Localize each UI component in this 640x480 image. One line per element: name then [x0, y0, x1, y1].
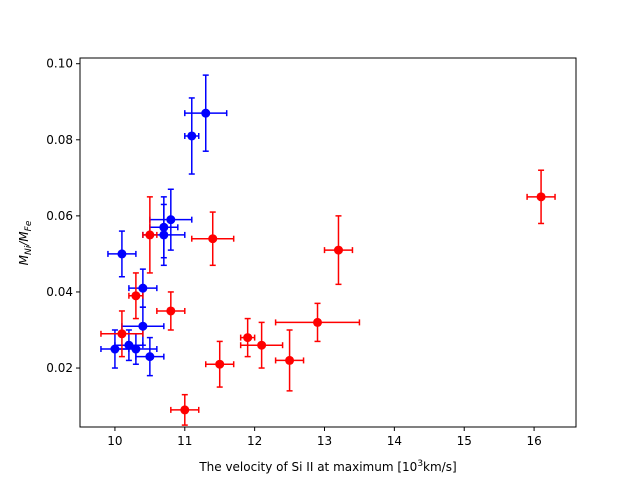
y-tick-label: 0.02: [46, 361, 73, 375]
x-axis-label-superscript: 3: [417, 459, 423, 469]
data-marker: [313, 317, 323, 327]
y-axis-label-sub1: Ni: [24, 245, 34, 255]
data-marker: [208, 234, 218, 244]
data-marker: [333, 245, 343, 255]
data-marker: [215, 359, 225, 369]
y-tick-label: 0.10: [46, 57, 73, 71]
data-marker: [201, 108, 211, 118]
data-marker: [166, 215, 176, 225]
data-marker: [145, 230, 155, 240]
data-point-1-7: [100, 310, 144, 358]
data-point-0-5: [107, 230, 137, 278]
data-point-1-12: [170, 393, 200, 426]
series-1: [100, 169, 556, 426]
x-axis-label-unit: km/s]: [423, 460, 457, 474]
data-point-1-10: [274, 329, 305, 392]
x-tick-label: 10: [107, 434, 122, 448]
data-point-0-1: [184, 97, 200, 175]
data-point-1-8: [239, 317, 256, 358]
data-point-1-2: [191, 211, 235, 267]
data-point-1-3: [323, 215, 354, 286]
y-tick-label: 0.04: [46, 285, 73, 299]
data-marker: [166, 306, 176, 316]
x-tick-label: 15: [457, 434, 472, 448]
data-point-1-0: [526, 169, 556, 225]
y-tick-label: 0.08: [46, 133, 73, 147]
data-marker: [138, 321, 148, 331]
data-point-1-5: [156, 291, 186, 331]
x-axis-label: The velocity of Si II at maximum [103km/…: [198, 459, 456, 474]
data-marker: [117, 249, 127, 259]
x-tick-label: 16: [526, 434, 541, 448]
data-marker: [257, 340, 267, 350]
data-marker: [124, 340, 134, 350]
x-tick-label: 11: [177, 434, 192, 448]
plot-marks: [100, 74, 556, 426]
data-marker: [536, 192, 546, 202]
data-marker: [110, 344, 120, 354]
data-marker: [138, 283, 148, 293]
data-point-1-11: [204, 340, 235, 388]
axes: 10 11 12 13 14 15 16 0.02 0.04 0.06 0.08 0.10: [46, 57, 577, 448]
data-point-1-4: [128, 272, 144, 320]
data-point-0-10: [100, 329, 130, 369]
data-marker: [131, 344, 141, 354]
x-tick-label: 14: [387, 434, 402, 448]
data-marker: [145, 352, 155, 362]
y-axis-label-sub2: Fe: [24, 220, 34, 231]
data-marker: [117, 329, 127, 339]
data-marker: [131, 291, 141, 301]
data-point-0-0: [184, 74, 228, 152]
x-tick-label: 13: [317, 434, 332, 448]
data-marker: [159, 230, 169, 240]
data-marker: [187, 131, 197, 141]
data-point-1-1: [142, 196, 158, 274]
data-point-0-11: [135, 336, 165, 377]
x-axis-label-main: The velocity of Si II at maximum [10: [198, 460, 417, 474]
y-tick-label: 0.06: [46, 209, 73, 223]
plot-frame: [79, 57, 577, 428]
data-marker: [180, 405, 190, 415]
y-axis-label: MNi/MFe: [17, 220, 34, 265]
x-tick-label: 12: [247, 434, 262, 448]
data-point-1-9: [239, 321, 284, 369]
data-point-1-6: [274, 302, 361, 343]
data-marker: [285, 355, 295, 365]
data-marker: [243, 333, 253, 343]
y-axis-label-main: M: [17, 254, 31, 265]
y-axis-label-sep: /M: [17, 231, 31, 247]
